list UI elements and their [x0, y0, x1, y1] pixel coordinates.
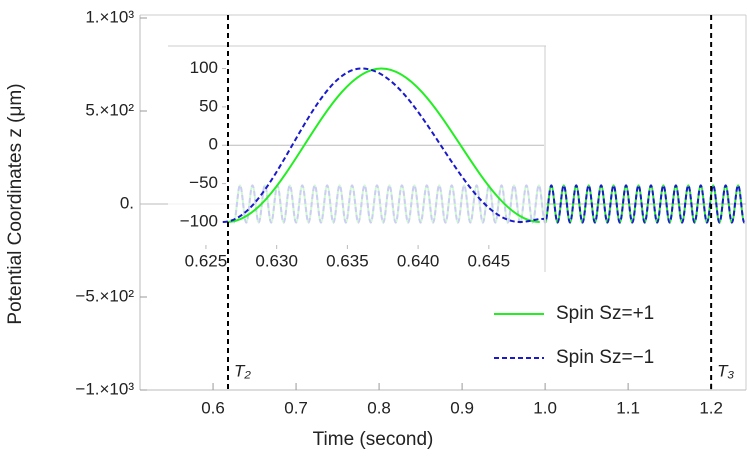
- inset-y-tick-label: −50: [189, 173, 218, 192]
- x-tick-label: 1.0: [533, 398, 557, 417]
- marker-label: T₂: [234, 361, 251, 380]
- inset-x-tick-label: 0.640: [397, 251, 440, 270]
- y-axis-label: Potential Coordinates z (μm): [5, 83, 26, 324]
- inset-series-line: [227, 67, 540, 223]
- marker-label: T₃: [717, 361, 734, 380]
- inset-y-tick-label: 50: [199, 96, 218, 115]
- y-tick-label: −1.×10³: [75, 379, 134, 398]
- x-tick-label: 1.1: [616, 398, 640, 417]
- legend-label: Spin Sz=+1: [556, 303, 654, 324]
- inset-x-tick-label: 0.635: [326, 251, 369, 270]
- y-tick-label: 1.×10³: [85, 7, 134, 26]
- x-tick-label: 0.9: [450, 398, 474, 417]
- inset-background: [168, 45, 546, 273]
- inset-x-tick-label: 0.645: [468, 251, 511, 270]
- inset-y-tick-label: 0: [209, 135, 218, 154]
- x-tick-label: 0.6: [201, 398, 225, 417]
- inset-series-line: [222, 67, 545, 223]
- inset-x-tick-label: 0.630: [255, 251, 298, 270]
- x-tick-label: 0.7: [284, 398, 308, 417]
- legend-label: Spin Sz=−1: [556, 347, 654, 368]
- x-axis-label: Time (second): [313, 429, 434, 450]
- y-tick-label: −5.×10²: [75, 286, 134, 305]
- x-tick-label: 1.2: [699, 398, 723, 417]
- y-tick-label: 0.: [120, 193, 134, 212]
- inset-x-tick-label: 0.625: [185, 251, 228, 270]
- inset-y-tick-label: 100: [190, 58, 218, 77]
- y-tick-label: 5.×10²: [85, 100, 134, 119]
- inset-y-tick-label: −100: [180, 211, 218, 230]
- x-tick-label: 0.8: [367, 398, 391, 417]
